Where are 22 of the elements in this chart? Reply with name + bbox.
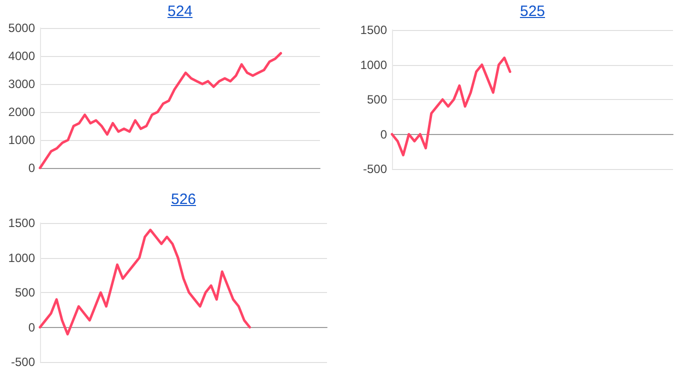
y-tick-label: 1000	[8, 250, 36, 265]
y-tick-label: 1000	[360, 58, 388, 72]
y-tick-label: -500	[10, 355, 36, 369]
y-tick-label: 1000	[8, 133, 36, 147]
y-tick-label: -500	[362, 162, 388, 176]
y-tick-label: 500	[14, 286, 36, 300]
chart-title: 526	[170, 191, 198, 208]
y-tick-label: 0	[28, 320, 36, 334]
y-tick-label: 2000	[8, 105, 36, 119]
y-tick-label: 0	[28, 161, 36, 175]
chart-title: 524	[166, 3, 194, 20]
line-series	[390, 56, 512, 156]
line-series	[38, 228, 251, 336]
y-tick-label: 4000	[8, 49, 36, 63]
chart-title: 525	[518, 3, 546, 20]
y-tick-label: 5000	[8, 21, 36, 35]
y-tick-label: 1500	[360, 23, 388, 37]
y-tick-label: 0	[380, 127, 388, 142]
y-tick-label: 1500	[8, 216, 36, 230]
line-series	[38, 52, 282, 170]
y-tick-label: 500	[366, 92, 388, 106]
y-tick-label: 3000	[8, 77, 36, 91]
